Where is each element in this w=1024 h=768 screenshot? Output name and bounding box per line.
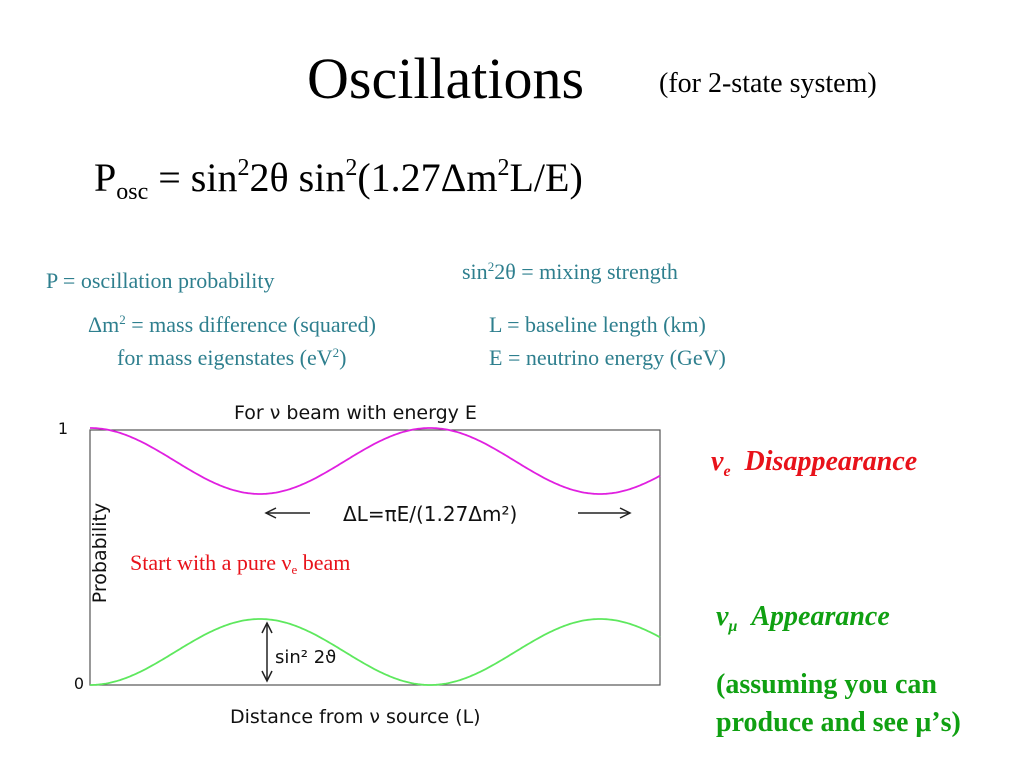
formula-p: P [94, 155, 117, 200]
dm-post: = mass difference (squared) [125, 312, 376, 337]
amplitude-arrowhead-bottom [261, 670, 273, 683]
definition-energy: E = neutrino energy (GeV) [489, 345, 726, 370]
vmu-sub: μ [728, 618, 738, 635]
plot-ylabel: Probability [89, 503, 111, 603]
definition-mixing: sin22θ = mixing strength [462, 257, 678, 287]
definition-mass-difference: Δm2 = mass difference (squared) [88, 310, 376, 340]
formula-sup1: 2 [237, 155, 250, 181]
oscillation-formula: Posc = sin22θ sin2(1.27Δm2L/E) [94, 152, 583, 204]
formula-eq: = sin [148, 155, 238, 200]
formula-sup2: 2 [345, 155, 358, 181]
mixing-sup: 2 [487, 259, 495, 274]
period-label: ΔL=πE/(1.27Δm²) [343, 502, 517, 526]
vmu-nu: ν [716, 601, 729, 632]
start-note-post: beam [297, 550, 351, 575]
vmu-text: Appearance [737, 601, 890, 632]
amplitude-arrowhead-top [261, 621, 273, 634]
plot-title: For ν beam with energy E [234, 402, 477, 424]
formula-end: L/E) [509, 155, 583, 200]
definition-probability: P = oscillation probability [46, 268, 275, 293]
page-subtitle: (for 2-state system) [659, 68, 877, 99]
formula-p-subscript: osc [116, 179, 149, 205]
assumption-note: (assuming you can produce and see μ’s) [716, 669, 961, 738]
disappearance-curve [90, 427, 661, 495]
formula-paren: (1.27Δm [357, 155, 498, 200]
mixing-pre: sin [462, 259, 488, 284]
ve-text: Disappearance [730, 446, 918, 477]
dm-pre: Δm [88, 312, 120, 337]
dm-sup: 2 [119, 312, 126, 327]
formula-sup3: 2 [497, 155, 510, 181]
oscillation-plot: For ν beam with energy E Probability 1 0… [58, 402, 661, 728]
dm2-pre: for mass eigenstates (eV [117, 345, 333, 370]
formula-mid: 2θ sin [249, 155, 346, 200]
mixing-post: 2θ = mixing strength [494, 259, 678, 284]
period-arrowhead-right [619, 507, 632, 519]
plot-xlabel: Distance from ν source (L) [230, 706, 481, 728]
y-tick-0: 0 [74, 674, 84, 693]
period-arrowhead-left [264, 507, 277, 519]
ve-disappearance-label: νe Disappearance [711, 446, 918, 480]
ve-nu: ν [711, 446, 724, 477]
start-note: Start with a pure νe beam [130, 549, 350, 577]
vmu-appearance-label: νμ Appearance [716, 601, 890, 635]
definition-mass-difference-line2: for mass eigenstates (eV2) [117, 343, 346, 373]
definition-baseline: L = baseline length (km) [489, 312, 706, 337]
dm2-post: ) [339, 345, 347, 370]
appearance-curve [90, 618, 661, 686]
page-title: Oscillations [307, 46, 585, 111]
y-tick-1: 1 [58, 419, 68, 438]
amplitude-label: sin² 2ϑ [275, 647, 336, 668]
start-note-sub: e [291, 562, 298, 577]
plot-frame [89, 429, 661, 686]
dm2-sup: 2 [332, 345, 340, 360]
start-note-pre: Start with a pure ν [130, 550, 292, 575]
ve-sub: e [723, 463, 731, 480]
